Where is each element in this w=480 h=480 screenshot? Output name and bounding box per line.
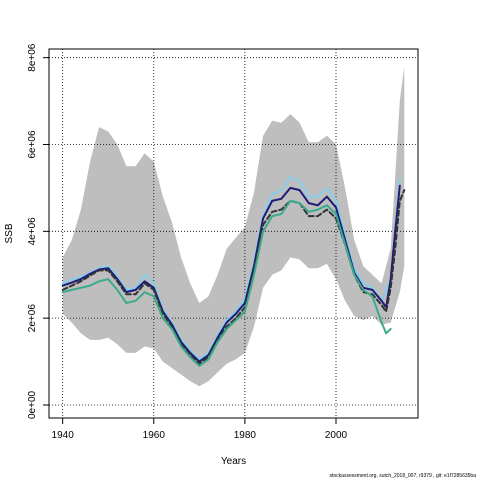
y-tick-label: 4e+06 <box>27 217 38 246</box>
x-axis-title: Years <box>221 456 246 467</box>
x-tick-label: 1960 <box>143 430 166 441</box>
series-line-2 <box>61 184 401 363</box>
y-tick-label: 0e+00 <box>27 390 38 419</box>
y-tick-label: 2e+06 <box>27 304 38 333</box>
x-tick-label: 1980 <box>234 430 257 441</box>
y-axis-title: SSB <box>4 223 15 243</box>
series-line-4 <box>61 199 392 367</box>
confidence-band-area <box>62 66 405 387</box>
series-lines <box>61 176 406 367</box>
x-tick-label: 1940 <box>52 430 75 441</box>
x-axis: 1940 1960 1980 2000 <box>52 418 348 441</box>
y-tick-label: 6e+06 <box>27 130 38 159</box>
confidence-band <box>62 66 405 387</box>
series-line-1 <box>61 176 401 361</box>
plot-frame <box>48 48 419 419</box>
y-axis: 0e+00 2e+06 4e+06 6e+06 8e+06 <box>27 43 49 419</box>
footer-credit: stockassessment.org, sutch_2018_007, r93… <box>329 473 477 479</box>
x-tick-label: 2000 <box>325 430 348 441</box>
y-tick-label: 8e+06 <box>27 43 38 72</box>
